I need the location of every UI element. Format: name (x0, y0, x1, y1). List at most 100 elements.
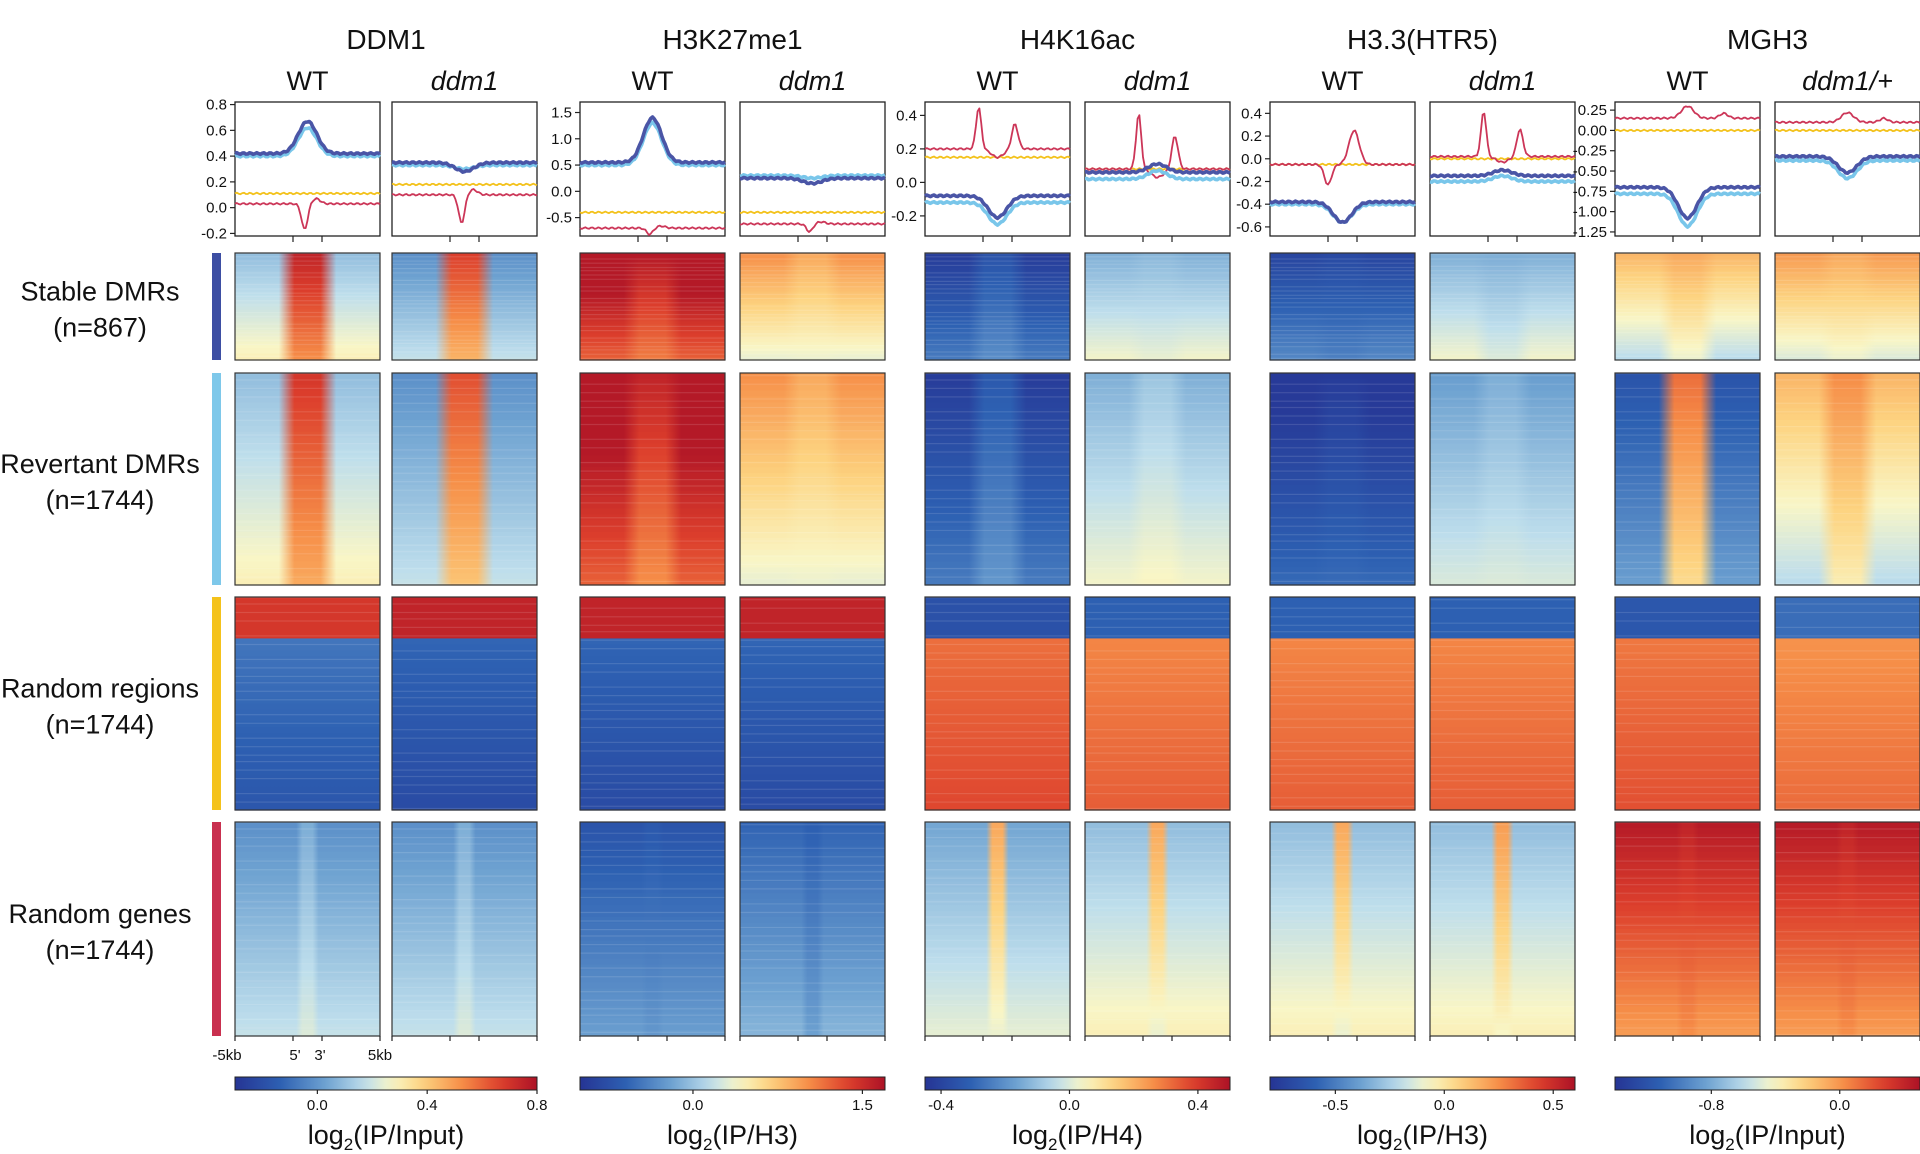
heatmap-texture (1270, 856, 1415, 858)
heatmap-strip (1615, 270, 1760, 275)
heatmap-strip (1430, 982, 1575, 990)
heatmap-texture (1270, 540, 1415, 542)
heatmap-texture (235, 276, 380, 278)
heatmap-strip (1270, 261, 1415, 266)
heatmap-strip (1615, 715, 1760, 722)
heatmap-texture (235, 869, 380, 871)
heatmap-strip (1775, 673, 1920, 681)
heatmap-texture (1085, 752, 1230, 754)
heatmap-strip (1085, 964, 1230, 972)
heatmap-strip (1775, 449, 1920, 457)
row-count: (n=1744) (46, 710, 155, 740)
heatmap-texture (580, 479, 725, 481)
heatmap-strip (1085, 508, 1230, 515)
heatmap-strip (740, 526, 885, 533)
heatmap-texture (580, 297, 725, 300)
heatmap-texture (580, 314, 725, 316)
heatmap-strip (740, 952, 885, 960)
heatmap-strip (580, 437, 725, 445)
heatmap-texture (580, 841, 725, 843)
heatmap-strip (1270, 744, 1415, 752)
heatmap-strip (740, 602, 885, 610)
heatmap-strip (580, 905, 725, 912)
heatmap-strip (235, 905, 380, 912)
heatmap-strip (740, 750, 885, 758)
heatmap-strip (740, 285, 885, 290)
heatmap-strip (1615, 318, 1760, 322)
heatmap-strip (580, 1006, 725, 1013)
heatmap-strip (1270, 739, 1415, 746)
heatmap-texture (740, 563, 885, 565)
heatmap-texture (1430, 493, 1575, 495)
heatmap-strip (580, 662, 725, 669)
heatmap-texture (1085, 667, 1230, 669)
heatmap-texture (1085, 635, 1230, 637)
heatmap-texture (392, 939, 537, 941)
heatmap-texture (392, 626, 537, 628)
heatmap-texture (1085, 512, 1230, 515)
heatmap-strip (925, 333, 1070, 337)
heatmap-strip (1775, 443, 1920, 451)
heatmap-strip (1085, 994, 1230, 1001)
heatmap-texture (1085, 626, 1230, 628)
heatmap-strip (740, 402, 885, 409)
heatmap-texture (235, 576, 380, 578)
heatmap-strip (1615, 402, 1760, 409)
heatmap-strip (1270, 496, 1415, 504)
heatmap-texture (1775, 327, 1920, 330)
heatmap-strip (925, 508, 1070, 515)
heatmap-strip (580, 750, 725, 758)
heatmap-strip (580, 473, 725, 480)
heatmap-strip (1775, 490, 1920, 498)
heatmap-strip (740, 267, 885, 272)
colorbar-tick-label: 0.0 (1059, 1097, 1080, 1114)
heatmap-texture (1615, 451, 1760, 453)
heatmap-texture (1085, 978, 1230, 980)
heatmap-strip (740, 437, 885, 445)
heatmap-texture (580, 525, 725, 527)
heatmap-stable (739, 252, 886, 361)
heatmap-strip (580, 520, 725, 527)
heatmap-strip (1270, 1018, 1415, 1025)
heatmap-texture (925, 339, 1070, 341)
heatmap-strip (1615, 333, 1760, 337)
heatmap-strip (1430, 408, 1575, 415)
heatmap-strip (1430, 437, 1575, 445)
heatmap-strip (1430, 443, 1575, 451)
heatmap-strip (392, 537, 537, 545)
heatmap-texture (925, 260, 1070, 262)
heatmap-strip (1430, 899, 1575, 906)
heatmap-texture (1775, 504, 1920, 506)
heatmap-texture (392, 347, 537, 349)
heatmap-texture (235, 939, 380, 941)
heatmap-texture (1430, 265, 1575, 267)
heatmap-texture (235, 351, 380, 353)
heatmap-texture (1775, 347, 1920, 349)
heatmap-strip (580, 573, 725, 580)
heatmap-strip (235, 479, 380, 486)
heatmap-strip (1085, 614, 1230, 622)
heatmap-strip (925, 851, 1070, 859)
heatmap-texture (1270, 999, 1415, 1001)
heatmap-strip (392, 449, 537, 457)
heatmap-strip (392, 390, 537, 398)
heatmap-strip (392, 756, 537, 764)
heatmap-texture (1430, 780, 1575, 782)
heatmap-strip (1430, 952, 1575, 960)
heatmap-texture (1085, 279, 1230, 281)
heatmap-strip (580, 923, 725, 930)
heatmap-strip (925, 709, 1070, 716)
heatmap-strip (1775, 282, 1920, 287)
heatmap-texture (1085, 729, 1230, 731)
heatmap-strip (1615, 798, 1760, 805)
heatmap-texture (1270, 864, 1415, 866)
heatmap-strip (235, 739, 380, 746)
heatmap-strip (1430, 673, 1575, 681)
heatmap-strip (580, 373, 725, 380)
heatmap-texture (580, 274, 725, 276)
heatmap-strip (1085, 739, 1230, 746)
heatmap-texture (1270, 479, 1415, 481)
heatmap-strip (235, 644, 380, 651)
heatmap-strip (235, 774, 380, 782)
heatmap-texture (925, 980, 1070, 982)
